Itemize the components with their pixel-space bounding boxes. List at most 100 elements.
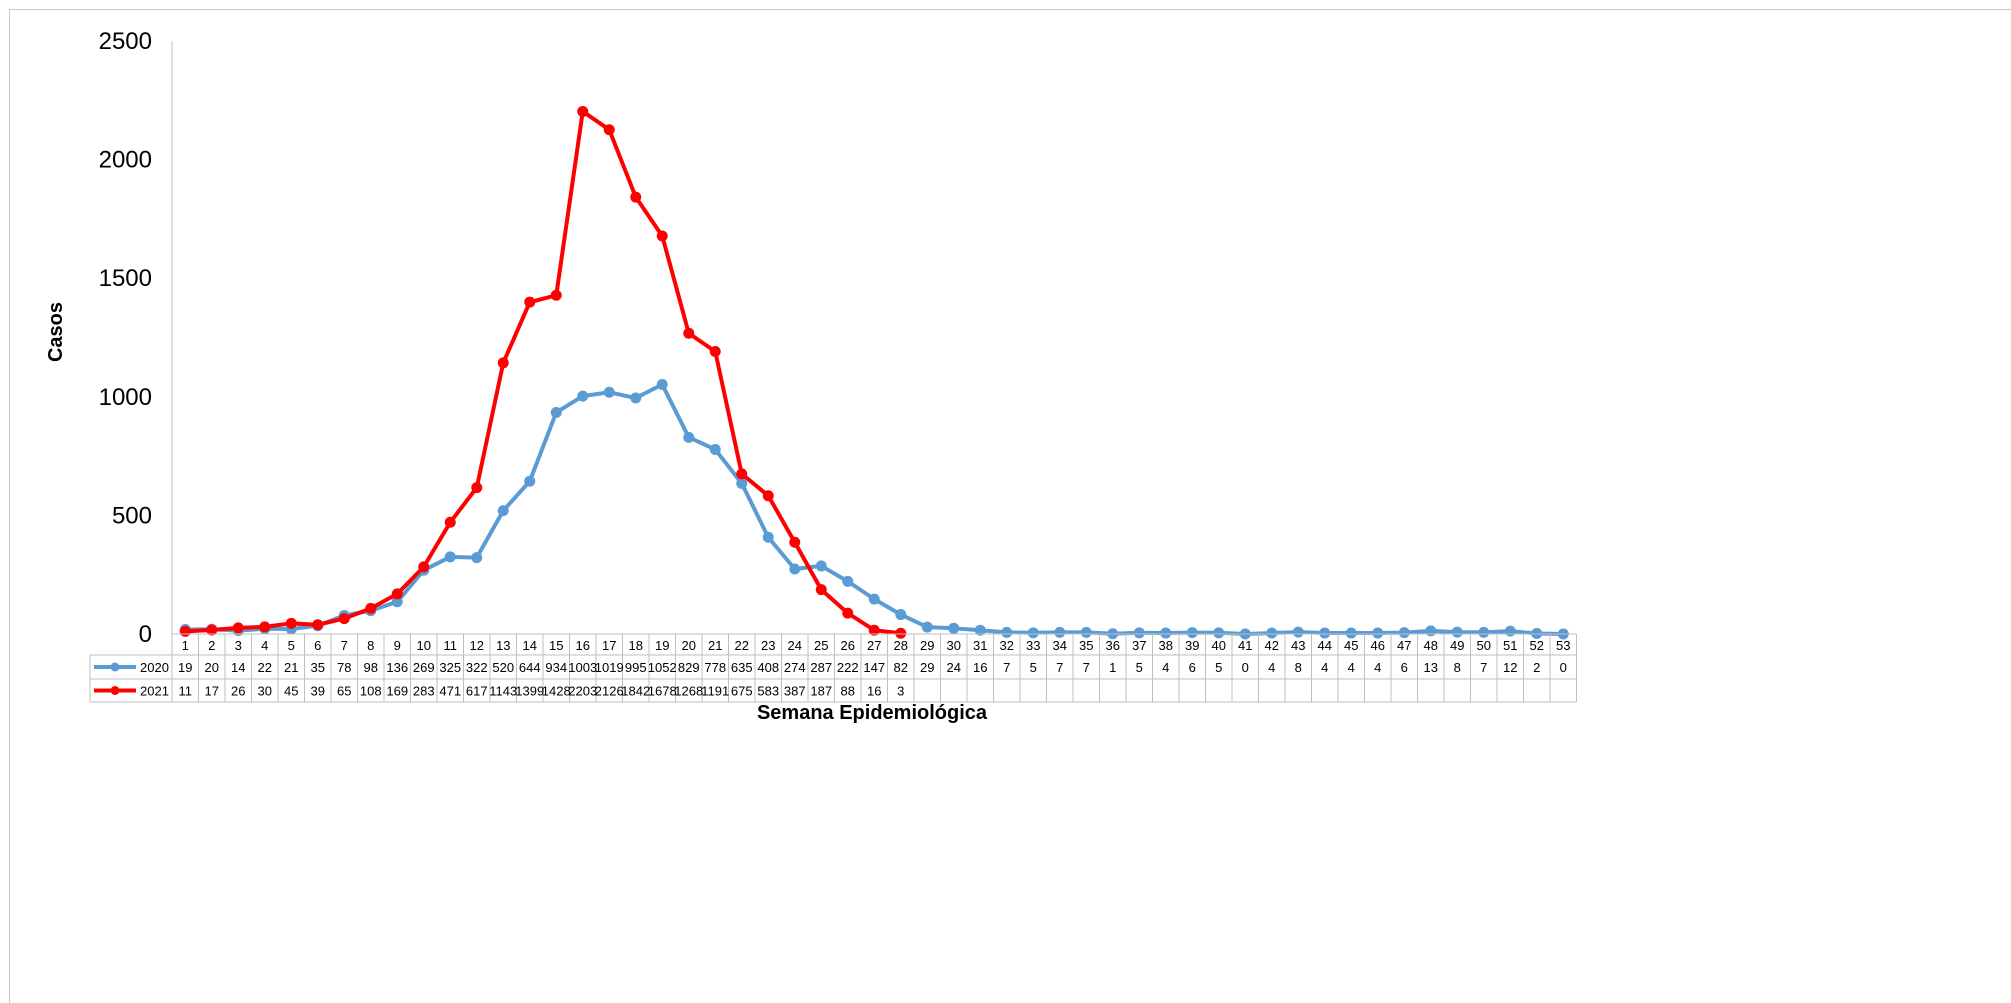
data-label: 7: [1056, 660, 1063, 675]
y-tick-label: 2500: [99, 28, 152, 55]
data-label: 29: [920, 660, 934, 675]
data-label: 45: [284, 684, 298, 699]
x-tick-label: 3: [235, 638, 242, 653]
data-label: 583: [757, 684, 779, 699]
data-label: 22: [258, 660, 272, 675]
data-point: [842, 575, 854, 587]
data-label: 387: [784, 684, 806, 699]
data-point: [471, 552, 483, 564]
data-point: [338, 613, 350, 625]
data-point: [815, 560, 827, 572]
data-label: 78: [337, 660, 351, 675]
x-tick-label: 37: [1132, 638, 1146, 653]
chart-area: 0 500 1000 1500 2000 2500 1 2 3 4 5 6 7 8 9 10 11 12 13 14…: [9, 9, 2011, 1003]
data-point: [524, 296, 536, 308]
data-point: [762, 531, 774, 543]
data-point: [1398, 627, 1410, 639]
x-tick-label: 28: [894, 638, 908, 653]
x-tick-label: 16: [576, 638, 590, 653]
data-label: 30: [258, 684, 272, 699]
data-label: 108: [360, 684, 382, 699]
data-label: 1143: [489, 684, 517, 699]
x-axis-title: Semana Epidemiológica: [757, 702, 988, 724]
data-point: [1133, 627, 1145, 639]
data-label: 269: [413, 660, 435, 675]
data-point: [312, 619, 324, 631]
data-label: 16: [973, 660, 987, 675]
data-label: 471: [439, 684, 461, 699]
y-tick-label: 1000: [99, 384, 152, 411]
data-point: [365, 602, 377, 614]
data-label: 1268: [674, 684, 703, 699]
data-point: [1504, 625, 1516, 637]
data-label: 7: [1083, 660, 1090, 675]
data-point: [948, 622, 960, 634]
data-label: 5: [1215, 660, 1222, 675]
data-label: 16: [867, 684, 881, 699]
data-label: 778: [704, 660, 726, 675]
data-point: [471, 482, 483, 494]
data-label: 82: [894, 660, 908, 675]
data-table: 1 2 3 4 5 6 7 8 9 10 11 12 13 14 15 16 17 18 19 20 21 22 23 24 2…: [89, 633, 1577, 703]
x-tick-label: 46: [1371, 638, 1385, 653]
data-point: [418, 561, 430, 573]
data-point: [868, 593, 880, 605]
data-point: [577, 105, 589, 117]
data-point: [656, 230, 668, 242]
x-tick-label: 50: [1477, 638, 1491, 653]
data-point: [1027, 627, 1039, 639]
data-label: 7: [1480, 660, 1487, 675]
data-point: [1266, 627, 1278, 639]
data-label: 520: [492, 660, 514, 675]
data-point: [630, 191, 642, 203]
x-tick-label: 6: [314, 638, 321, 653]
data-label: 88: [841, 684, 855, 699]
data-point: [1001, 626, 1013, 638]
x-tick-label: 7: [341, 638, 348, 653]
x-tick-label: 53: [1556, 638, 1570, 653]
data-label: 1003: [568, 660, 597, 675]
data-point: [630, 392, 642, 404]
data-label: 222: [837, 660, 859, 675]
x-tick-label: 15: [549, 638, 563, 653]
data-label: 675: [731, 684, 753, 699]
x-tick-label: 32: [1000, 638, 1014, 653]
x-tick-label: 31: [973, 638, 987, 653]
data-point: [1478, 626, 1490, 638]
x-tick-label: 40: [1212, 638, 1226, 653]
data-label: 1842: [621, 684, 650, 699]
data-label: 5: [1136, 660, 1143, 675]
data-label: 39: [311, 684, 325, 699]
data-label: 11: [179, 684, 193, 699]
data-point: [444, 551, 456, 563]
x-tick-label: 41: [1238, 638, 1252, 653]
data-point: [762, 490, 774, 502]
data-point: [391, 588, 403, 600]
data-point: [232, 622, 244, 634]
x-tick-label: 11: [444, 638, 458, 653]
data-label: 322: [466, 660, 488, 675]
x-tick-label: 22: [735, 638, 749, 653]
data-label: 13: [1424, 660, 1438, 675]
y-axis: 0 500 1000 1500 2000 2500: [99, 28, 173, 702]
data-label: 6: [1189, 660, 1196, 675]
data-label: 26: [231, 684, 245, 699]
y-tick-label: 0: [139, 621, 152, 648]
data-point: [497, 505, 509, 517]
data-point: [789, 536, 801, 548]
data-point: [656, 378, 668, 390]
data-label: 2: [1533, 660, 1540, 675]
x-tick-label: 33: [1026, 638, 1040, 653]
data-label: 6: [1401, 660, 1408, 675]
data-point: [1292, 626, 1304, 638]
legend-label: 2021: [140, 684, 169, 699]
data-label: 20: [205, 660, 219, 675]
data-point: [444, 516, 456, 528]
x-tick-label: 18: [629, 638, 643, 653]
x-tick-label: 10: [417, 638, 431, 653]
data-point: [1425, 625, 1437, 637]
data-label: 7: [1003, 660, 1010, 675]
x-tick-label: 26: [841, 638, 855, 653]
legend-swatch-marker: [110, 686, 120, 695]
